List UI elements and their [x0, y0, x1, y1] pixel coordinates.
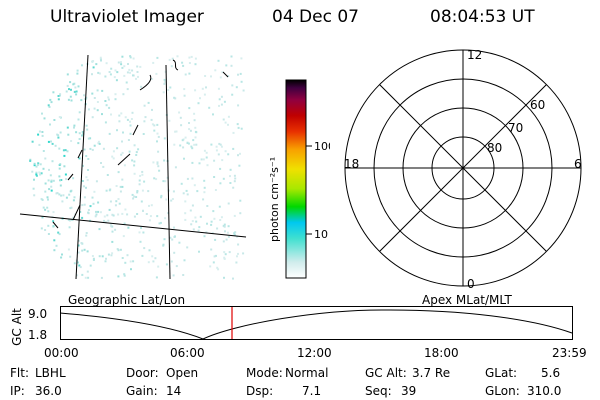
mlat-label-70: 70 [508, 121, 523, 135]
status-mode-label: Mode: [246, 366, 283, 380]
mlt-label-noon: 12 [467, 48, 482, 62]
status-gcalt-label: GC Alt: [365, 366, 407, 380]
timeline-ytick-top: 9.0 [28, 307, 48, 321]
projection-label-left: Geographic Lat/Lon [68, 293, 186, 307]
status-flt-value: LBHL [35, 366, 66, 380]
timeline-xtick-1200: 12:00 [297, 346, 332, 360]
date-readout: 04 Dec 07 [272, 7, 359, 27]
geographic-grid-lines [19, 54, 247, 280]
timeline-xtick-1800: 18:00 [424, 346, 459, 360]
colorbar-gradient [285, 79, 307, 279]
status-dsp-label: Dsp: [246, 384, 274, 398]
status-ip-value: 36.0 [35, 384, 62, 398]
timeline-plot [60, 306, 573, 340]
status-flt-label: Flt: [10, 366, 29, 380]
mlt-label-dawn: 6 [574, 157, 582, 171]
timeline-ylabel: GC Alt [9, 308, 24, 346]
timeline-xtick-0000: 00:00 [44, 346, 79, 360]
time-readout: 08:04:53 UT [430, 7, 535, 27]
status-glon-value: 310.0 [527, 384, 562, 398]
status-gain-label: Gain: [126, 384, 158, 398]
projection-label-right: Apex MLat/MLT [422, 293, 512, 307]
status-seq-label: Seq: [365, 384, 392, 398]
timeline-xtick-0600: 06:00 [170, 346, 205, 360]
timeline-ytick-bottom: 1.8 [28, 328, 48, 342]
colorbar-unit-label: photon cm⁻²s⁻¹ [268, 157, 281, 242]
colorbar-tick-10: 10 [314, 228, 328, 241]
aurora-emission-speckles [29, 55, 245, 280]
status-glat-value: 5.6 [541, 366, 561, 380]
colorbar: 100 10 photon cm⁻²s⁻¹ [268, 79, 330, 279]
status-seq-value: 39 [401, 384, 417, 398]
timeline-frame [60, 306, 573, 340]
imager-title: Ultraviolet Imager [50, 7, 204, 27]
colorbar-tick-100: 100 [314, 140, 330, 153]
status-mode-value: Normal [285, 366, 329, 380]
orbit-altitude-curve [60, 309, 573, 340]
status-gcalt-value: 3.7 Re [412, 366, 451, 380]
status-gain-value: 14 [166, 384, 182, 398]
mlat-label-80: 80 [487, 141, 502, 155]
uv-earth-image [19, 54, 247, 280]
mlt-label-dusk: 18 [344, 157, 359, 171]
timeline-xtick-2359: 23:59 [552, 346, 587, 360]
status-dsp-value: 7.1 [302, 384, 322, 398]
polar-mlt-plot: 12 18 6 0 80 70 60 [344, 48, 582, 291]
status-door-label: Door: [126, 366, 159, 380]
mlt-label-midnight: 0 [467, 277, 475, 291]
status-glat-label: GLat: [485, 366, 518, 380]
status-ip-label: IP: [10, 384, 25, 398]
status-door-value: Open [166, 366, 199, 380]
mlat-label-60: 60 [530, 98, 545, 112]
status-glon-label: GLon: [485, 384, 520, 398]
